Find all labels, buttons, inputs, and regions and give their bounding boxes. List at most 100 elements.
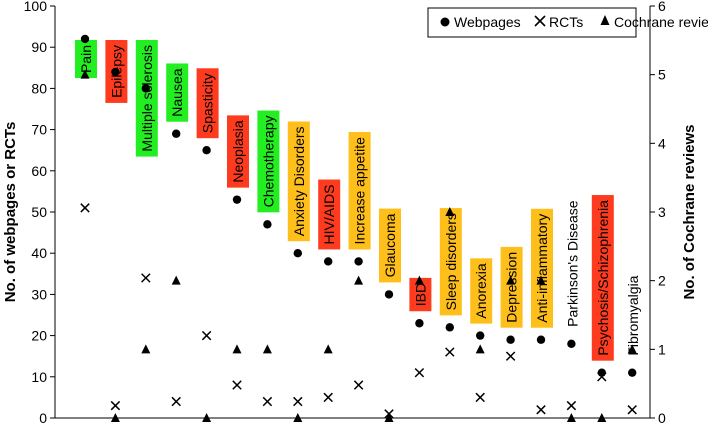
- category-label-anti-inflammatory: Anti-inflammatory: [534, 214, 550, 323]
- webpages-point-nausea: [172, 129, 181, 138]
- label-box-neoplasia: [227, 115, 249, 188]
- label-box-ibd: [409, 277, 432, 312]
- y-tick-label: 50: [31, 204, 47, 220]
- legend-webpages-label: Webpages: [454, 14, 521, 30]
- legend-box: [427, 7, 637, 38]
- category-label-anorexia: Anorexia: [473, 263, 489, 318]
- category-label-chemotherapy: Chemotherapy: [260, 116, 276, 208]
- webpages-point-glaucoma: [384, 290, 394, 299]
- webpages-point-parkinson-s-disease: [567, 339, 576, 349]
- y2-tick-label: 3: [658, 204, 666, 220]
- legend-cochrane-marker: [600, 15, 610, 25]
- rcts-stroke: [597, 372, 607, 382]
- webpages-point-neoplasia: [232, 195, 242, 204]
- cochrane-point-glaucoma: [384, 413, 394, 422]
- rcts-point-multiple-sclerosis: [141, 273, 151, 283]
- rcts-point-depression: [505, 351, 516, 361]
- rcts-point-anxiety-disorders: [293, 396, 303, 407]
- y-axis-title: No. of webpages or RCTs: [2, 122, 19, 303]
- cochrane-point-anti-inflammatory: [536, 275, 546, 285]
- legend-cochrane-label: Cochrane reviews: [614, 14, 708, 30]
- category-label-neoplasia: Neoplasia: [230, 120, 246, 182]
- category-label-fibromyalgia: Fibromyalgia: [625, 275, 641, 355]
- rcts-point-ibd: [414, 367, 425, 378]
- rcts-point-spasticity: [201, 330, 212, 341]
- webpages-point-epilepsy: [111, 67, 120, 77]
- rcts-stroke: [171, 396, 181, 407]
- category-label-depression: Depression: [504, 252, 520, 323]
- y-tick-label: 30: [31, 286, 47, 302]
- data-marks: [80, 34, 637, 422]
- label-box-anti-inflammatory: [531, 208, 553, 328]
- y-tick-label: 40: [31, 245, 47, 261]
- legend-rcts-label: RCTs: [549, 14, 583, 30]
- rcts-point-increase-appetite: [353, 380, 364, 390]
- cochrane-point-neoplasia: [232, 344, 242, 354]
- category-label-parkinson-s-disease: Parkinson's Disease: [564, 200, 580, 327]
- rcts-stroke: [475, 392, 485, 403]
- rcts-stroke: [353, 380, 364, 390]
- cochrane-point-multiple-sclerosis: [141, 344, 151, 354]
- category-label-increase-appetite: Increase appetite: [352, 137, 368, 245]
- category-label-pain: Pain: [78, 45, 94, 73]
- legend-webpages-marker: [440, 17, 450, 27]
- cochrane-point-anxiety-disorders: [293, 413, 303, 422]
- rcts-stroke: [293, 396, 303, 407]
- y-tick-label: 60: [31, 163, 47, 179]
- rcts-point-hiv-aids: [323, 392, 333, 403]
- label-box-anxiety-disorders: [287, 121, 310, 242]
- rcts-stroke: [505, 351, 516, 361]
- label-box-psychosis-schizophrenia: [591, 195, 614, 361]
- category-label-psychosis-schizophrenia: Psychosis/Schizophrenia: [595, 200, 611, 356]
- rcts-point-anti-inflammatory: [536, 405, 546, 415]
- webpages-point-hiv-aids: [324, 257, 333, 266]
- rcts-stroke: [566, 400, 577, 411]
- rcts-stroke: [232, 380, 242, 390]
- y2-tick-label: 2: [658, 273, 666, 289]
- category-label-hiv-aids: HIV/AIDS: [321, 185, 337, 245]
- rcts-stroke: [536, 405, 546, 415]
- y2-axis-title: No. of Cochrane reviews: [681, 124, 698, 299]
- webpages-point-anxiety-disorders: [293, 249, 302, 258]
- rcts-stroke: [201, 330, 212, 341]
- rcts-point-sleep-disorders: [445, 347, 455, 357]
- webpages-point-spasticity: [202, 146, 211, 155]
- label-boxes: PainEpilepsyMultiple sclerosisNauseaSpas…: [75, 40, 641, 361]
- webpages-point-chemotherapy: [263, 220, 272, 229]
- rcts-stroke: [262, 396, 273, 407]
- webpages-point-depression: [506, 335, 515, 344]
- y-tick-label: 10: [31, 369, 47, 385]
- label-box-glaucoma: [379, 208, 401, 283]
- label-box-sleep-disorders: [439, 208, 462, 316]
- y-tick-label: 0: [39, 410, 47, 424]
- cochrane-point-nausea: [171, 275, 181, 285]
- rcts-point-nausea: [171, 396, 181, 407]
- legend-rcts-marker: [534, 15, 546, 27]
- webpages-point-increase-appetite: [354, 257, 363, 266]
- y2-tick-label: 5: [658, 67, 666, 83]
- label-box-anorexia: [470, 258, 493, 324]
- label-box-increase-appetite: [348, 132, 371, 250]
- label-box-depression: [500, 246, 523, 328]
- label-box-chemotherapy: [257, 110, 280, 213]
- cochrane-point-sleep-disorders: [445, 207, 455, 216]
- webpages-point-pain: [80, 34, 90, 44]
- rcts-stroke: [414, 367, 425, 378]
- rcts-stroke: [627, 405, 637, 415]
- y-tick-label: 20: [31, 328, 47, 344]
- category-label-ibd: IBD: [412, 283, 428, 306]
- rcts-stroke: [110, 400, 121, 411]
- webpages-point-anorexia: [476, 331, 485, 340]
- cochrane-point-anorexia: [475, 344, 485, 354]
- webpages-point-fibromyalgia: [628, 368, 637, 377]
- label-box-hiv-aids: [318, 179, 341, 250]
- webpages-point-anti-inflammatory: [536, 335, 546, 344]
- rcts-stroke: [80, 203, 90, 213]
- label-box-multiple-sclerosis: [135, 40, 158, 157]
- rcts-point-pain: [80, 203, 90, 213]
- cochrane-point-ibd: [414, 275, 424, 285]
- cochrane-point-depression: [506, 275, 516, 285]
- category-label-multiple-sclerosis: Multiple sclerosis: [139, 45, 155, 152]
- rcts-point-psychosis-schizophrenia: [597, 372, 607, 382]
